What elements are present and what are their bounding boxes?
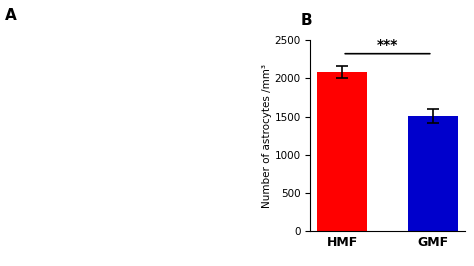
Text: A: A bbox=[5, 8, 17, 23]
Text: ***: *** bbox=[377, 38, 398, 52]
Bar bbox=[318, 72, 367, 231]
Text: B: B bbox=[301, 13, 313, 28]
Bar bbox=[408, 116, 457, 231]
Y-axis label: Number of astrocytes /mm³: Number of astrocytes /mm³ bbox=[262, 64, 272, 208]
